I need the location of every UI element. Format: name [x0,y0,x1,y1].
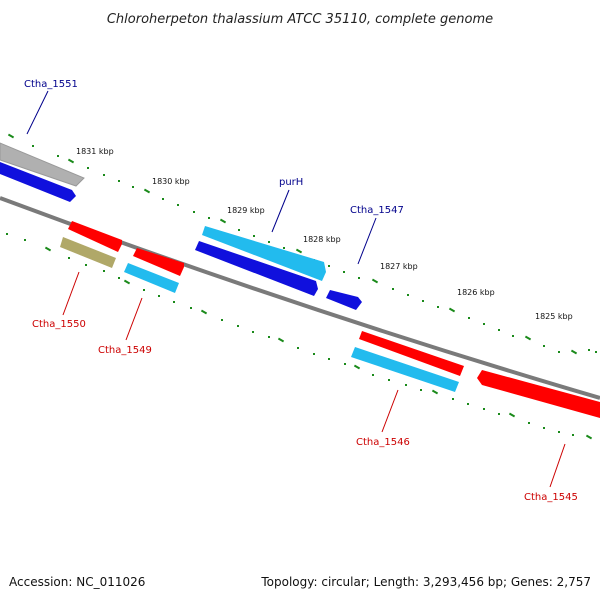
gene-ctha-1550[interactable] [60,237,116,268]
gene-label-ctha-1551[interactable]: Ctha_1551 [24,79,78,90]
gene-red-1[interactable] [68,221,122,252]
scale-label: 1828 kbp [303,235,341,244]
gene-blue-1[interactable] [0,162,76,202]
scale-label: 1826 kbp [457,288,495,297]
gene-ctha-1547[interactable] [326,290,362,310]
scale-label: 1827 kbp [380,262,418,271]
scale-label: 1825 kbp [535,312,573,321]
gene-label-purh[interactable]: purH [279,177,303,188]
scale-label: 1829 kbp [227,206,265,215]
gene-ctha-1549[interactable] [124,263,179,293]
gene-label-ctha-1546[interactable]: Ctha_1546 [356,437,410,448]
gene-ctha-1551[interactable] [0,142,85,187]
gene-label-ctha-1547[interactable]: Ctha_1547 [350,205,404,216]
outer-scale-track [7,133,597,355]
gene-ctha-1546[interactable] [351,347,459,392]
gene-label-ctha-1545[interactable]: Ctha_1545 [524,492,578,503]
gene-label-ctha-1549[interactable]: Ctha_1549 [98,345,152,356]
accession-text: Accession: NC_011026 [9,575,145,589]
gene-purh[interactable] [202,226,326,281]
gene-ctha-1546-red[interactable] [359,331,464,376]
scale-label: 1831 kbp [76,147,114,156]
gene-blue-2[interactable] [195,241,318,296]
leader-lines [26,90,566,488]
genome-summary-text: Topology: circular; Length: 3,293,456 bp… [260,575,591,589]
gene-ctha-1545[interactable] [477,370,600,418]
scale-label: 1830 kbp [152,177,190,186]
gene-label-ctha-1550[interactable]: Ctha_1550 [32,319,86,330]
gene-red-2[interactable] [133,248,184,276]
inner-scale-track [6,233,593,440]
map-title: Chloroherpeton thalassium ATCC 35110, co… [107,12,493,27]
